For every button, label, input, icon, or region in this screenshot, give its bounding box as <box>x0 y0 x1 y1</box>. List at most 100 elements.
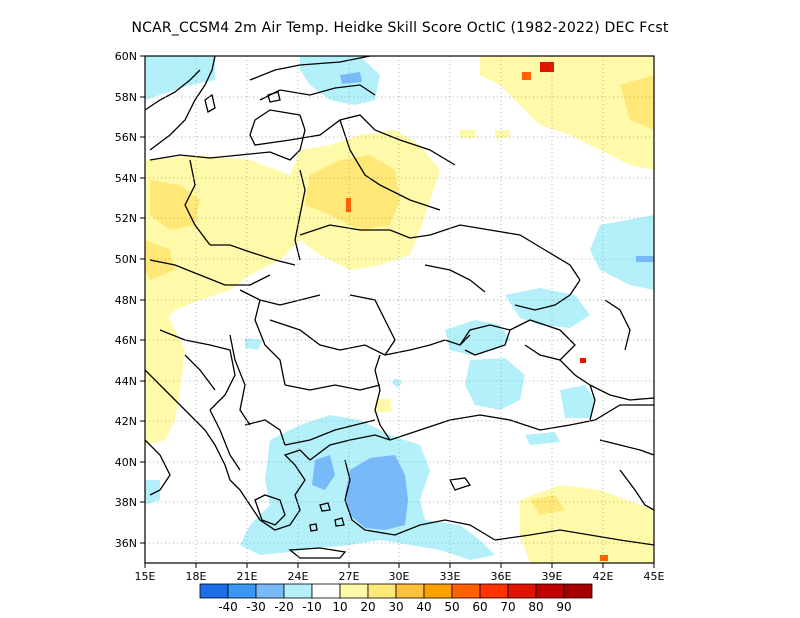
border-caucasus2 <box>599 439 654 456</box>
colorbar-label: 10 <box>332 600 347 614</box>
colorbar-label: 20 <box>360 600 375 614</box>
colorbar-swatch <box>283 583 313 599</box>
colorbar-label: 80 <box>528 600 543 614</box>
x-tick-label: 36E <box>491 570 512 583</box>
shade-red-4 <box>600 555 608 561</box>
colorbar-label: -20 <box>274 600 294 614</box>
colorbar-swatch <box>395 583 425 599</box>
x-tick-labels: 15E 18E 21E 24E 27E 30E 33E 36E 39E 42E … <box>135 570 665 583</box>
colorbar-label: -10 <box>302 600 322 614</box>
y-tick-label: 52N <box>115 212 137 225</box>
coast-greece <box>239 449 311 531</box>
shade-bs-blue <box>465 358 525 410</box>
colorbar-label: 90 <box>556 600 571 614</box>
shade-red-2 <box>540 62 554 72</box>
grid-lines <box>145 56 654 563</box>
colorbar-swatch <box>227 583 257 599</box>
shade-west-orange <box>150 180 200 230</box>
island-aegean2 <box>334 517 345 527</box>
colorbar-label: 30 <box>388 600 403 614</box>
y-tick-label: 56N <box>115 131 137 144</box>
colorbar-swatch <box>199 583 229 599</box>
x-tick-label: 27E <box>339 570 360 583</box>
shade-small-yellow3 <box>375 398 392 412</box>
border-cz-at <box>149 259 271 286</box>
shade-tr-blue2 <box>525 432 560 445</box>
x-tick-label: 42E <box>593 570 614 583</box>
y-tick-label: 40N <box>115 456 137 469</box>
y-tick-label: 54N <box>115 172 137 185</box>
colorbar-label: -40 <box>218 600 238 614</box>
coast-east <box>604 299 631 351</box>
border-mk <box>244 419 286 446</box>
colorbar: -40 -30 -20 -10 10 20 30 40 50 60 70 80 … <box>199 583 593 614</box>
coast-turkey-south <box>364 519 496 541</box>
coast-turkey-north <box>389 404 654 441</box>
colorbar-swatch <box>423 583 453 599</box>
island-cyprus <box>449 477 472 491</box>
x-tick-label: 15E <box>135 570 156 583</box>
shade-red-1 <box>522 72 531 80</box>
border-caucasus <box>589 384 654 401</box>
page-title: NCAR_CCSM4 2m Air Temp. Heidke Skill Sco… <box>131 20 669 36</box>
border-tr-south <box>494 529 654 546</box>
coast-italy <box>145 439 171 496</box>
shade-small-blue1 <box>392 378 402 388</box>
border-ua-east <box>429 224 581 281</box>
shade-ua-blue <box>505 288 590 328</box>
shade-tr-midblue <box>345 455 408 530</box>
y-tick-label: 60N <box>115 50 137 63</box>
border-tr-east <box>619 469 654 511</box>
coast-black-sea-west <box>374 354 391 441</box>
coast-turkey-west <box>344 459 366 531</box>
island-saaremaa <box>267 91 281 103</box>
x-tick-label: 33E <box>440 570 461 583</box>
border-md <box>349 294 396 356</box>
colorbar-label: -30 <box>246 600 266 614</box>
colorbar-swatch <box>507 583 537 599</box>
colorbar-label: 40 <box>416 600 431 614</box>
colorbar-label: 60 <box>472 600 487 614</box>
shade-ne-yellow <box>480 56 654 170</box>
border-ro-bg <box>284 384 381 391</box>
x-tick-label: 30E <box>389 570 410 583</box>
border-ru-by <box>339 119 441 211</box>
shade-aegean-midblue <box>312 455 335 490</box>
coast-black-sea-east <box>559 359 596 421</box>
coast-adriatic <box>145 369 241 491</box>
y-tick-label: 48N <box>115 294 137 307</box>
shade-ne-orange <box>620 75 654 130</box>
border-rs <box>229 334 251 426</box>
border-gr-al <box>209 409 241 471</box>
shade-top-midblue <box>340 72 362 84</box>
border-pl-by <box>294 169 306 261</box>
shade-red-5 <box>580 358 586 363</box>
border-ua-ru2 <box>424 264 486 293</box>
island-aegean1 <box>319 502 331 512</box>
y-tick-labels: 36N 38N 40N 42N 44N 46N 48N 50N 52N 54N … <box>115 50 137 550</box>
y-tick-label: 58N <box>115 91 137 104</box>
coast-peloponnese <box>254 494 286 526</box>
border-ro <box>269 319 386 356</box>
colorbar-swatch <box>311 583 341 599</box>
border-hu-ro <box>254 299 286 386</box>
shade-small-yellow2 <box>495 130 510 138</box>
shade-bs-east-blue <box>560 385 595 418</box>
shade-east-blue <box>590 215 654 290</box>
coast-baltic-east <box>249 109 456 166</box>
shade-se-orange <box>530 495 565 515</box>
colorbar-swatch <box>367 583 397 599</box>
border-pl-cz <box>210 244 296 266</box>
x-tick-label: 39E <box>542 570 563 583</box>
y-tick-label: 50N <box>115 253 137 266</box>
coast-scandinavia <box>149 56 216 151</box>
coast-gulf-finland <box>259 84 376 101</box>
shade-west-orange2 <box>145 240 175 280</box>
colorbar-swatch <box>535 583 565 599</box>
shade-crimea-blue <box>445 320 510 355</box>
border-ba <box>184 354 216 391</box>
colorbar-label: 50 <box>444 600 459 614</box>
country-borders <box>145 56 654 559</box>
colorbar-swatch <box>339 583 369 599</box>
